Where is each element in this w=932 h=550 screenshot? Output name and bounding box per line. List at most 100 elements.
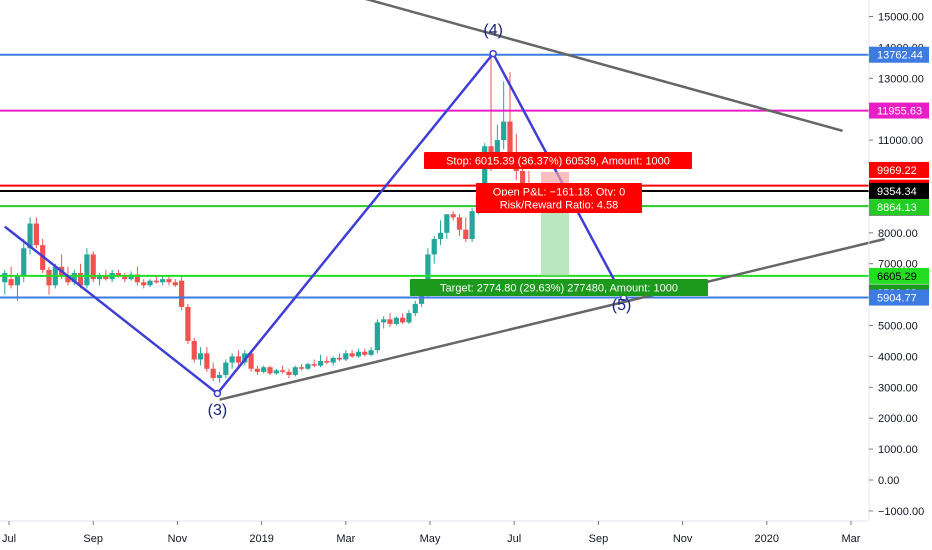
trendline[interactable]	[295, 0, 843, 133]
candle-body	[355, 351, 362, 357]
price-level-label-box[interactable]	[869, 161, 929, 178]
price-tick-label: 0.00	[878, 475, 899, 487]
candle-body	[501, 121, 507, 141]
candle-body	[122, 276, 128, 280]
time-tick-label: Nov	[673, 533, 693, 545]
price-tick-label: 7000.00	[878, 259, 918, 271]
candle-body	[229, 356, 235, 363]
risk-reward-label: Risk/Reward Ratio: 4.58	[500, 200, 619, 212]
candle-body	[84, 254, 90, 286]
wave-label: (4)	[483, 22, 503, 39]
price-axis[interactable]: 15000.0014000.0013000.0012000.0011000.00…	[868, 0, 929, 520]
candle-body	[71, 272, 77, 283]
target-label: Target: 2774.80 (29.63%) 277480, Amount:…	[440, 283, 678, 295]
time-axis[interactable]: Jul Sep Nov 2019 Mar May Jul Sep Nov 2020 Mar	[0, 520, 869, 545]
candle-body	[387, 319, 393, 324]
time-tick-label: Sep	[589, 533, 609, 545]
levels-layer	[0, 53, 869, 299]
time-tick-label: Jul	[507, 533, 521, 545]
candle-body	[494, 140, 500, 159]
candle-body	[437, 232, 444, 239]
candle-body	[431, 238, 437, 255]
candle-body	[349, 353, 355, 357]
candle-body	[141, 282, 147, 286]
price-level-label-box[interactable]	[869, 102, 929, 119]
candle-body	[406, 313, 412, 323]
candle-body	[248, 353, 254, 369]
price-level-label-box[interactable]	[869, 267, 929, 284]
open-pnl-label-box[interactable]	[476, 183, 642, 200]
position-tool[interactable]: Stop: 6015.39 (36.37%) 60539, Amount: 10…	[410, 152, 708, 296]
candle-body	[450, 214, 456, 218]
candle-body	[216, 374, 223, 379]
candle-body	[400, 317, 406, 323]
candle-body	[311, 364, 317, 366]
candle-body	[96, 276, 103, 280]
candle-body	[197, 353, 204, 360]
candle-body	[160, 279, 166, 283]
candle-body	[444, 214, 450, 233]
price-tick-label: 2000.00	[878, 413, 918, 425]
stop-label-box[interactable]	[424, 152, 692, 169]
candle-body	[280, 370, 286, 372]
price-tick-label: 5000.00	[878, 321, 918, 333]
candle-body	[8, 279, 14, 286]
candle-body	[286, 371, 292, 375]
wave-point-handle[interactable]	[489, 49, 497, 58]
candle-body	[298, 367, 305, 369]
candle-body	[456, 217, 463, 230]
candle-body	[65, 276, 71, 283]
candles-layer	[2, 53, 532, 383]
candle-body	[381, 319, 387, 323]
candle-body	[172, 282, 178, 286]
candle-body	[393, 317, 399, 324]
candle-body	[418, 294, 425, 304]
candle-body	[115, 272, 122, 277]
price-level-label: 9969.22	[877, 165, 917, 177]
time-tick-label: 2020	[755, 533, 779, 545]
candle-body	[412, 303, 418, 314]
trendline[interactable]	[219, 237, 885, 401]
price-level-label-box[interactable]	[869, 199, 929, 216]
time-tick-label: May	[420, 533, 441, 545]
candle-body	[46, 269, 52, 286]
candle-body	[153, 280, 159, 283]
candle-body	[235, 356, 242, 363]
risk-reward-label-box[interactable]	[476, 196, 642, 213]
candle-body	[273, 370, 279, 374]
wave-label: (5)	[612, 297, 632, 314]
candle-body	[267, 367, 273, 374]
candle-body	[317, 361, 324, 366]
candle-body	[179, 280, 185, 307]
time-tick-label: 2019	[249, 533, 273, 545]
candle-body	[77, 272, 84, 286]
candle-body	[324, 361, 330, 363]
candle-body	[463, 229, 469, 239]
price-tick-label: 15000.00	[878, 12, 924, 24]
price-tick-label: 3000.00	[878, 382, 918, 394]
price-tick-label: 1000.00	[878, 444, 918, 456]
time-tick-label: Mar	[336, 533, 355, 545]
candle-body	[425, 254, 431, 295]
time-tick-label: Sep	[83, 533, 103, 545]
candle-body	[482, 146, 488, 196]
time-tick-label: Jul	[2, 533, 16, 545]
price-level-label: 9354.34	[877, 186, 917, 198]
candle-body	[343, 353, 349, 360]
candle-body	[254, 368, 260, 372]
price-tick-label: 13000.00	[878, 73, 924, 85]
wave-label: (3)	[208, 402, 228, 419]
candle-body	[210, 368, 216, 379]
price-level-label: 13762.44	[877, 50, 923, 62]
price-tick-label: −1000.00	[878, 506, 924, 518]
price-level-label-box[interactable]	[869, 289, 929, 306]
wave-point-handle[interactable]	[213, 389, 222, 398]
target-label-box[interactable]	[410, 279, 708, 296]
price-level-label-box[interactable]	[869, 46, 929, 63]
price-level-label-box[interactable]	[869, 182, 929, 199]
price-level-label: 5904.77	[877, 293, 917, 305]
candle-body	[292, 367, 298, 375]
candle-body	[336, 357, 343, 360]
candle-body	[368, 350, 374, 355]
